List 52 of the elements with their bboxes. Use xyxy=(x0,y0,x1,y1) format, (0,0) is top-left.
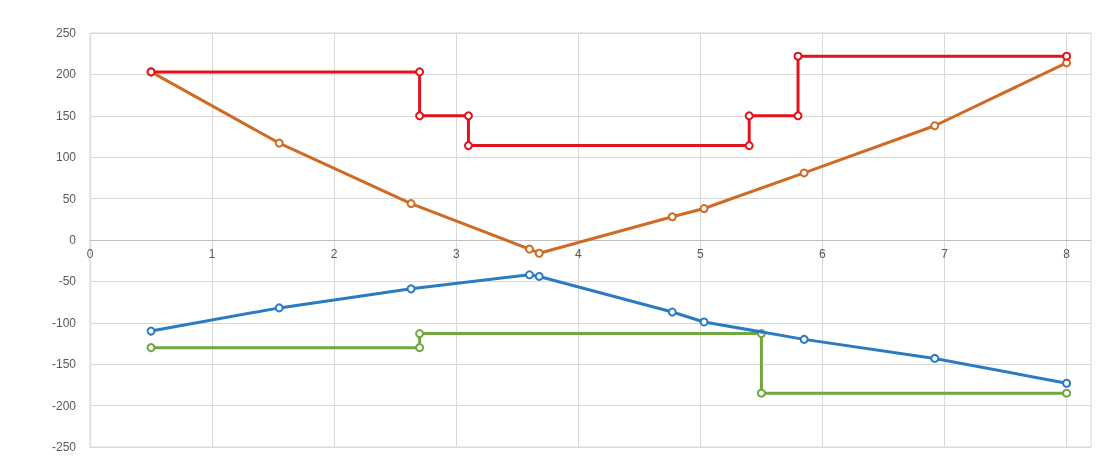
point xyxy=(793,51,803,61)
point xyxy=(699,204,709,214)
point xyxy=(667,212,677,222)
point xyxy=(799,168,809,178)
x-tick-label: 7 xyxy=(941,247,949,261)
x-tick-label: 4 xyxy=(574,247,582,261)
point xyxy=(406,199,416,209)
point xyxy=(274,303,284,313)
point xyxy=(744,111,754,121)
y-tick-label: -150 xyxy=(51,357,77,372)
point xyxy=(534,271,544,281)
point xyxy=(930,121,940,131)
point xyxy=(756,388,766,398)
point xyxy=(667,307,677,317)
point xyxy=(1062,51,1072,61)
x-tick-label: 1 xyxy=(208,247,216,261)
x-tick-label: 6 xyxy=(819,247,827,261)
point xyxy=(524,244,534,254)
point xyxy=(744,141,754,151)
y-tick-label: 200 xyxy=(55,67,77,82)
point xyxy=(930,353,940,363)
point xyxy=(146,343,156,353)
x-tick-label: 3 xyxy=(452,247,460,261)
point xyxy=(406,284,416,294)
point xyxy=(415,111,425,121)
y-tick-label: -200 xyxy=(51,398,77,413)
y-tick-label: 100 xyxy=(55,150,77,165)
point xyxy=(699,317,709,327)
y-tick-label: 150 xyxy=(55,108,77,123)
point xyxy=(146,326,156,336)
point xyxy=(799,334,809,344)
point xyxy=(415,329,425,339)
y-tick-label: 0 xyxy=(69,233,77,247)
point xyxy=(534,248,544,258)
point xyxy=(274,138,284,148)
point xyxy=(1062,378,1072,388)
y-tick-label: 50 xyxy=(62,191,77,206)
point xyxy=(415,67,425,77)
point xyxy=(463,111,473,121)
y-tick-label: -100 xyxy=(51,315,77,330)
y-tick-label: 250 xyxy=(55,26,77,40)
x-tick-label: 8 xyxy=(1063,247,1071,261)
point xyxy=(463,141,473,151)
point xyxy=(793,111,803,121)
x-tick-label: 2 xyxy=(330,247,338,261)
y-tick-label: -50 xyxy=(58,274,77,289)
point xyxy=(415,343,425,353)
point xyxy=(524,270,534,280)
y-tick-label: -250 xyxy=(51,440,77,454)
x-tick-label: 0 xyxy=(86,247,94,261)
point xyxy=(1062,388,1072,398)
x-tick-label: 5 xyxy=(697,247,705,261)
